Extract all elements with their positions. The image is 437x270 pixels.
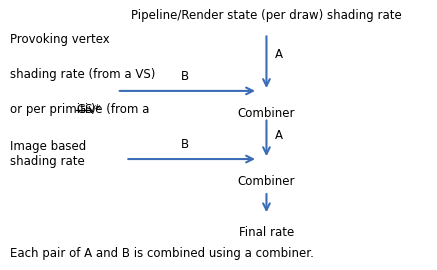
Text: Combiner: Combiner xyxy=(238,107,295,120)
Text: B: B xyxy=(181,70,189,83)
Text: B: B xyxy=(181,138,189,151)
Text: Combiner: Combiner xyxy=(238,175,295,188)
Text: )*: )* xyxy=(90,103,101,116)
Text: or per primitive (from a: or per primitive (from a xyxy=(10,103,153,116)
Text: A: A xyxy=(275,129,283,142)
Text: Each pair of A and B is combined using a combiner.: Each pair of A and B is combined using a… xyxy=(10,247,314,260)
Text: Pipeline/Render state (per draw) shading rate: Pipeline/Render state (per draw) shading… xyxy=(131,9,402,22)
Text: A: A xyxy=(275,48,283,61)
Text: Provoking vertex: Provoking vertex xyxy=(10,33,110,46)
Text: Image based
shading rate: Image based shading rate xyxy=(10,140,86,168)
Text: shading rate (from a VS): shading rate (from a VS) xyxy=(10,68,155,81)
Text: GS: GS xyxy=(76,103,93,116)
Text: Final rate: Final rate xyxy=(239,226,294,239)
